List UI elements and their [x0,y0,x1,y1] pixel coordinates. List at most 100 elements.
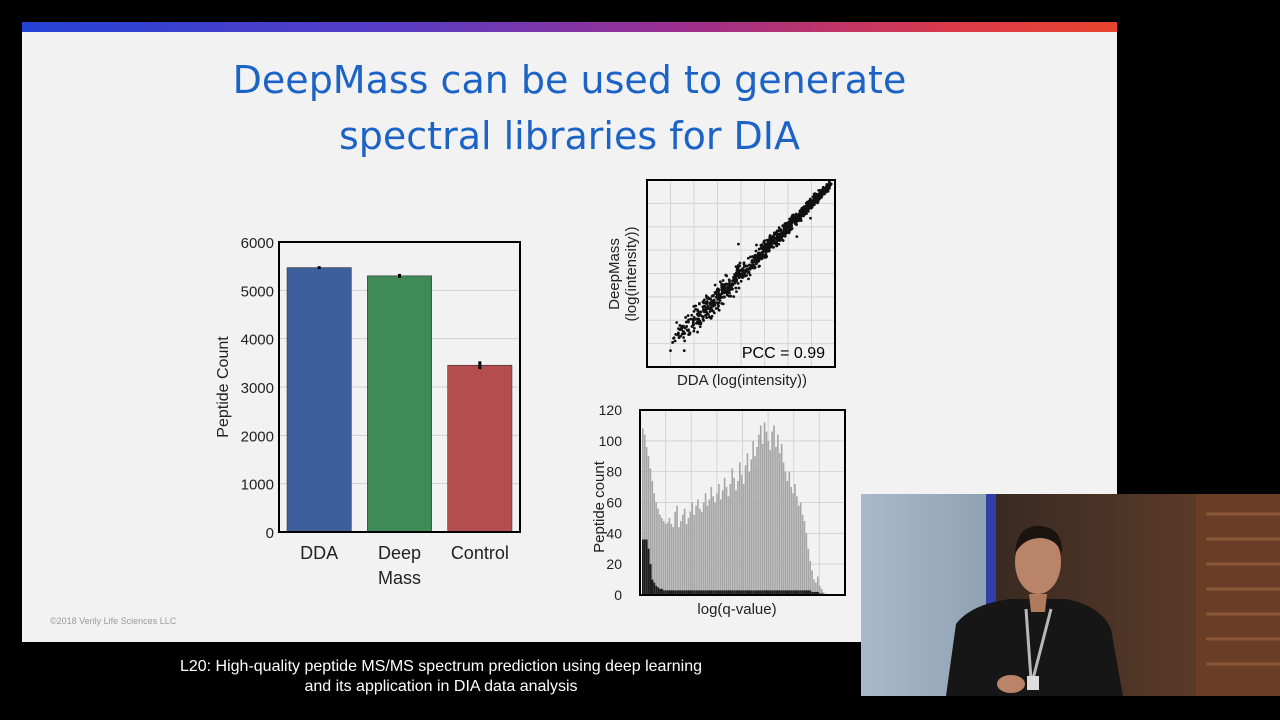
q-value-histogram: 0 20 40 60 80 100 120 log(q-value) Peptide cou… [591,402,846,618]
histogram-bar-dark [801,590,804,595]
bar-category-label: Mass [378,568,421,588]
histogram-bar [756,447,758,595]
scatter-point [682,349,686,353]
scatter-point [822,190,826,193]
histogram-y-label: Peptide count [591,460,608,553]
pcc-annotation: PCC = 0.99 [742,345,825,362]
histogram-bar-dark [718,590,720,595]
histogram-bar-dark [723,590,726,595]
scatter-point [764,250,768,254]
scatter-point [821,187,825,191]
histogram-bar [811,570,813,595]
histogram-bar-dark [765,590,768,595]
histogram-bar-dark [647,548,650,595]
caption-line-1: L20: High-quality peptide MS/MS spectrum… [179,658,703,675]
histogram-bar [742,484,745,595]
scatter-point [762,241,766,244]
histogram-bar-dark [714,590,717,595]
scatter-point [691,321,695,325]
histogram-bar-dark [649,564,652,595]
histogram-bar [725,487,728,595]
histogram-bar [801,514,804,595]
histogram-bar [708,499,711,595]
scatter-point [699,322,703,326]
scatter-point [716,287,720,291]
histogram-bar [662,521,665,595]
histogram-bar-dark [805,590,808,595]
histogram-bar-dark [803,590,806,595]
histogram-bar-dark [759,590,762,595]
scatter-point [721,287,725,290]
scatter-point [680,325,683,328]
scatter-point [689,317,693,321]
scatter-point [708,302,712,306]
histogram-bar [700,511,703,595]
scatter-point [709,297,712,301]
histogram-bar-dark [719,590,722,595]
histogram-bar [777,434,779,595]
histogram-bar [820,588,823,595]
histogram-bar-dark [657,587,660,595]
histogram-bar [799,502,802,595]
histogram-bar-dark [769,590,772,595]
histogram-bar-dark [799,590,802,595]
histogram-bar-dark [750,590,753,595]
scatter-point [703,301,707,305]
peptide-count-bar-chart: 0 1000 2000 3000 4000 5000 6000 DDA Deep Mass Con… [215,235,521,588]
histogram-bar [674,511,676,595]
histogram-bar [693,514,695,595]
scatter-point [815,200,819,203]
histogram-bar-dark [754,590,757,595]
scatter-point [805,208,809,212]
histogram-bar-dark [744,590,747,595]
bar [286,267,352,533]
scatter-point [704,313,708,317]
histogram-bar [797,505,800,595]
histogram-bar [752,440,754,595]
scatter-point [694,317,698,321]
scatter-point [695,312,699,316]
histogram-bar-dark [716,590,719,595]
scatter-point [684,320,688,324]
histogram-bar-dark [691,590,694,595]
scatter-point [782,231,785,235]
scatter-point [748,266,752,270]
histogram-bar [782,462,785,595]
scatter-point [713,303,717,307]
scatter-point [741,267,744,271]
bar-category-label: DDA [300,543,338,563]
bar [367,275,432,533]
scatter-point [787,228,791,231]
scatter-point [725,274,729,278]
scatter-point [717,297,721,300]
bar-chart-y-label: Peptide Count [215,336,232,438]
histogram-bar-dark [683,590,686,595]
scatter-point [687,333,691,337]
scatter-point [692,309,696,313]
histogram-bar [794,484,796,595]
histogram-bar [815,582,817,595]
bar [447,364,513,533]
scatter-point [707,315,711,319]
histogram-bar [775,447,777,595]
histogram-bar [680,521,682,595]
histogram-bar [706,505,709,595]
scatter-point [721,289,724,293]
scatter-point [671,341,675,344]
scatter-point [705,311,709,315]
scatter-point [768,241,772,245]
histogram-bar [739,462,741,595]
scatter-x-label: DDA (log(intensity)) [677,372,807,389]
histogram-bar-dark [721,590,724,595]
scatter-point [757,251,761,255]
scatter-point [813,192,817,196]
scatter-point [735,290,738,294]
scatter-point [686,320,690,324]
scatter-point [765,248,769,251]
histogram-bar [643,434,646,595]
histogram-bar-dark [661,588,663,595]
scatter-point [760,253,764,257]
scatter-point [772,231,776,235]
histogram-bar [653,493,656,595]
histogram-bar [754,456,756,595]
